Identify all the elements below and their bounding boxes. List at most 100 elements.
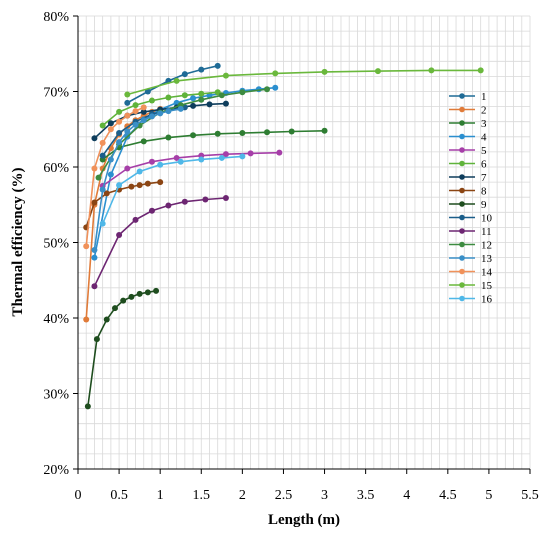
data-point: [198, 156, 205, 163]
data-point: [222, 100, 229, 107]
data-point: [128, 183, 135, 190]
legend-swatch-marker: [459, 214, 465, 221]
data-point: [181, 71, 188, 78]
legend-swatch-marker: [459, 268, 465, 275]
legend-swatch-marker: [459, 255, 465, 261]
data-point: [91, 135, 98, 142]
data-point: [124, 91, 131, 98]
data-point: [177, 105, 184, 112]
data-point: [107, 156, 114, 163]
data-point: [95, 174, 102, 181]
data-point: [136, 182, 143, 189]
data-point: [99, 122, 106, 129]
data-point: [214, 130, 221, 137]
data-point: [477, 67, 484, 74]
data-point: [128, 293, 135, 300]
x-tick-label: 0: [75, 488, 82, 503]
y-tick-label: 60%: [43, 161, 69, 176]
data-point: [103, 190, 110, 197]
x-tick-label: 3.5: [357, 488, 375, 503]
data-point: [321, 127, 328, 134]
data-point: [132, 108, 139, 115]
data-point: [116, 118, 123, 125]
x-tick-label: 1.5: [193, 488, 211, 503]
data-point: [148, 113, 155, 120]
data-point: [288, 128, 295, 135]
data-point: [91, 165, 98, 172]
y-tick-label: 30%: [43, 388, 69, 403]
y-tick-labels: 20% 30% 40% 50% 60% 70% 80%: [43, 10, 69, 478]
legend-item-11: 11: [449, 226, 492, 238]
data-point: [93, 336, 100, 343]
legend-swatch-marker: [459, 174, 465, 180]
data-point: [144, 289, 151, 296]
data-point: [374, 68, 381, 75]
data-point: [153, 287, 160, 294]
data-point: [181, 92, 188, 99]
data-point: [103, 316, 110, 323]
legend-item-13: 13: [449, 253, 493, 265]
legend-swatch-marker: [459, 295, 465, 302]
legend-item-1: 1: [449, 91, 487, 103]
legend-swatch-marker: [459, 106, 465, 113]
series-line: [93, 197, 226, 287]
x-tick-label: 2: [239, 488, 246, 503]
data-point: [190, 132, 197, 139]
data-point: [214, 89, 221, 96]
series-3: [99, 127, 328, 163]
data-point: [428, 67, 435, 74]
data-point: [116, 139, 123, 146]
data-point: [222, 72, 229, 79]
data-point: [190, 95, 197, 102]
data-point: [181, 198, 188, 205]
series-6: [99, 89, 221, 129]
data-point: [218, 154, 225, 161]
legend-swatch-marker: [459, 160, 465, 167]
data-point: [91, 199, 98, 206]
data-point: [264, 86, 271, 93]
series-line: [102, 151, 280, 187]
series-line: [101, 155, 243, 224]
data-point: [84, 403, 91, 410]
legend-item-8: 8: [449, 186, 487, 198]
series-12: [95, 86, 271, 181]
legend-item-15: 15: [449, 280, 493, 292]
data-point: [173, 77, 180, 84]
data-point: [218, 92, 225, 99]
data-point: [91, 247, 98, 254]
series-line: [93, 108, 181, 251]
data-point: [140, 117, 147, 124]
series-8: [83, 179, 164, 231]
legend-swatch-marker: [459, 187, 465, 194]
data-point: [99, 186, 106, 193]
data-point: [214, 62, 221, 69]
data-point: [165, 202, 172, 209]
series-14: [83, 104, 147, 250]
y-tick-label: 20%: [43, 463, 69, 478]
data-point: [116, 182, 123, 189]
data-point: [148, 97, 155, 104]
data-point: [177, 158, 184, 165]
data-point: [107, 126, 114, 133]
legend-item-5: 5: [449, 145, 487, 157]
data-point: [124, 99, 131, 106]
series-layer: [83, 62, 484, 410]
legend-label: 3: [481, 118, 487, 130]
data-point: [272, 84, 279, 91]
x-tick-label: 0.5: [110, 488, 128, 503]
series-15: [124, 67, 484, 98]
data-point: [165, 134, 172, 141]
legend-swatch-marker: [459, 241, 465, 248]
data-point: [132, 216, 139, 223]
data-point: [99, 152, 106, 159]
x-tick-label: 1: [157, 488, 164, 503]
legend-item-4: 4: [449, 132, 487, 144]
data-point: [198, 90, 205, 97]
data-point: [239, 153, 246, 160]
data-point: [157, 161, 164, 168]
legend-label: 4: [481, 132, 487, 144]
data-point: [239, 89, 246, 96]
legend-item-9: 9: [449, 199, 487, 211]
